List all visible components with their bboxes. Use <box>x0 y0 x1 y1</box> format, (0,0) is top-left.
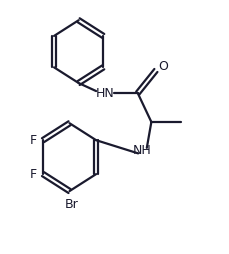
Text: F: F <box>30 134 37 147</box>
Text: Br: Br <box>65 198 78 211</box>
Text: HN: HN <box>95 87 114 100</box>
Text: O: O <box>157 60 167 73</box>
Text: F: F <box>30 168 37 181</box>
Text: NH: NH <box>132 144 151 157</box>
